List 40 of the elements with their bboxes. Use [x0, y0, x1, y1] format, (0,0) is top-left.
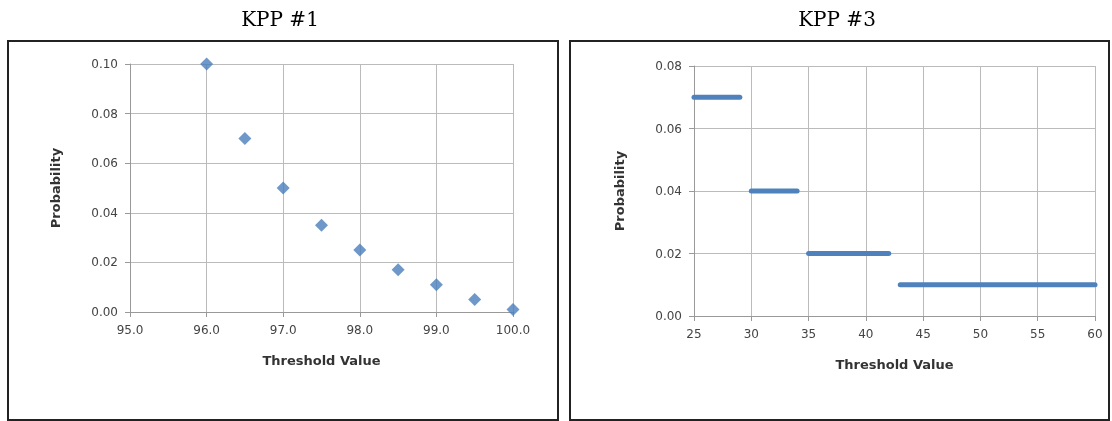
y-tick-label: 0.06	[655, 121, 682, 136]
point	[238, 131, 252, 145]
y-tick-label: 0.06	[91, 156, 118, 171]
point	[429, 278, 443, 292]
y-tick-label: 0.04	[655, 184, 682, 198]
x-axis-title: Threshold Value	[262, 353, 381, 368]
x-tick-label: 25	[686, 327, 702, 341]
x-axis-title: Threshold Value	[835, 357, 954, 372]
y-tick-label: 0.00	[91, 305, 118, 319]
x-tick-label: 35	[800, 327, 817, 341]
point	[276, 181, 290, 195]
x-tick-label: 55	[1030, 327, 1046, 341]
y-axis-title: Probability	[48, 147, 63, 229]
point	[200, 57, 214, 71]
y-tick-label: 0.00	[655, 309, 682, 323]
y-tick-label: 0.08	[91, 106, 118, 121]
x-tick-label: 40	[858, 327, 874, 341]
point	[506, 303, 520, 317]
x-tick-label: 98.0	[346, 323, 374, 337]
y-tick-label: 0.04	[91, 205, 118, 220]
chart-title: KPP #1	[241, 7, 319, 31]
x-tick-label: 97.0	[269, 323, 297, 337]
x-tick-label: 45	[915, 327, 931, 341]
y-tick-label: 0.02	[91, 255, 118, 270]
x-tick-label: 96.0	[193, 323, 220, 337]
y-axis-title: Probability	[612, 150, 627, 232]
point	[468, 293, 482, 307]
x-tick-label: 30	[743, 327, 759, 341]
x-tick-label: 99.0	[423, 323, 450, 337]
x-tick-label: 95.0	[116, 323, 144, 337]
y-tick-label: 0.08	[655, 59, 682, 73]
x-tick-label: 50	[972, 327, 989, 341]
chart-title: KPP #3	[798, 7, 876, 31]
y-tick-label: 0.02	[655, 246, 682, 261]
x-tick-label: 100.0	[495, 323, 531, 337]
point	[391, 263, 405, 277]
y-tick-label: 0.10	[91, 57, 118, 71]
point	[353, 243, 367, 257]
x-tick-label: 60	[1087, 327, 1103, 341]
point	[315, 218, 328, 232]
